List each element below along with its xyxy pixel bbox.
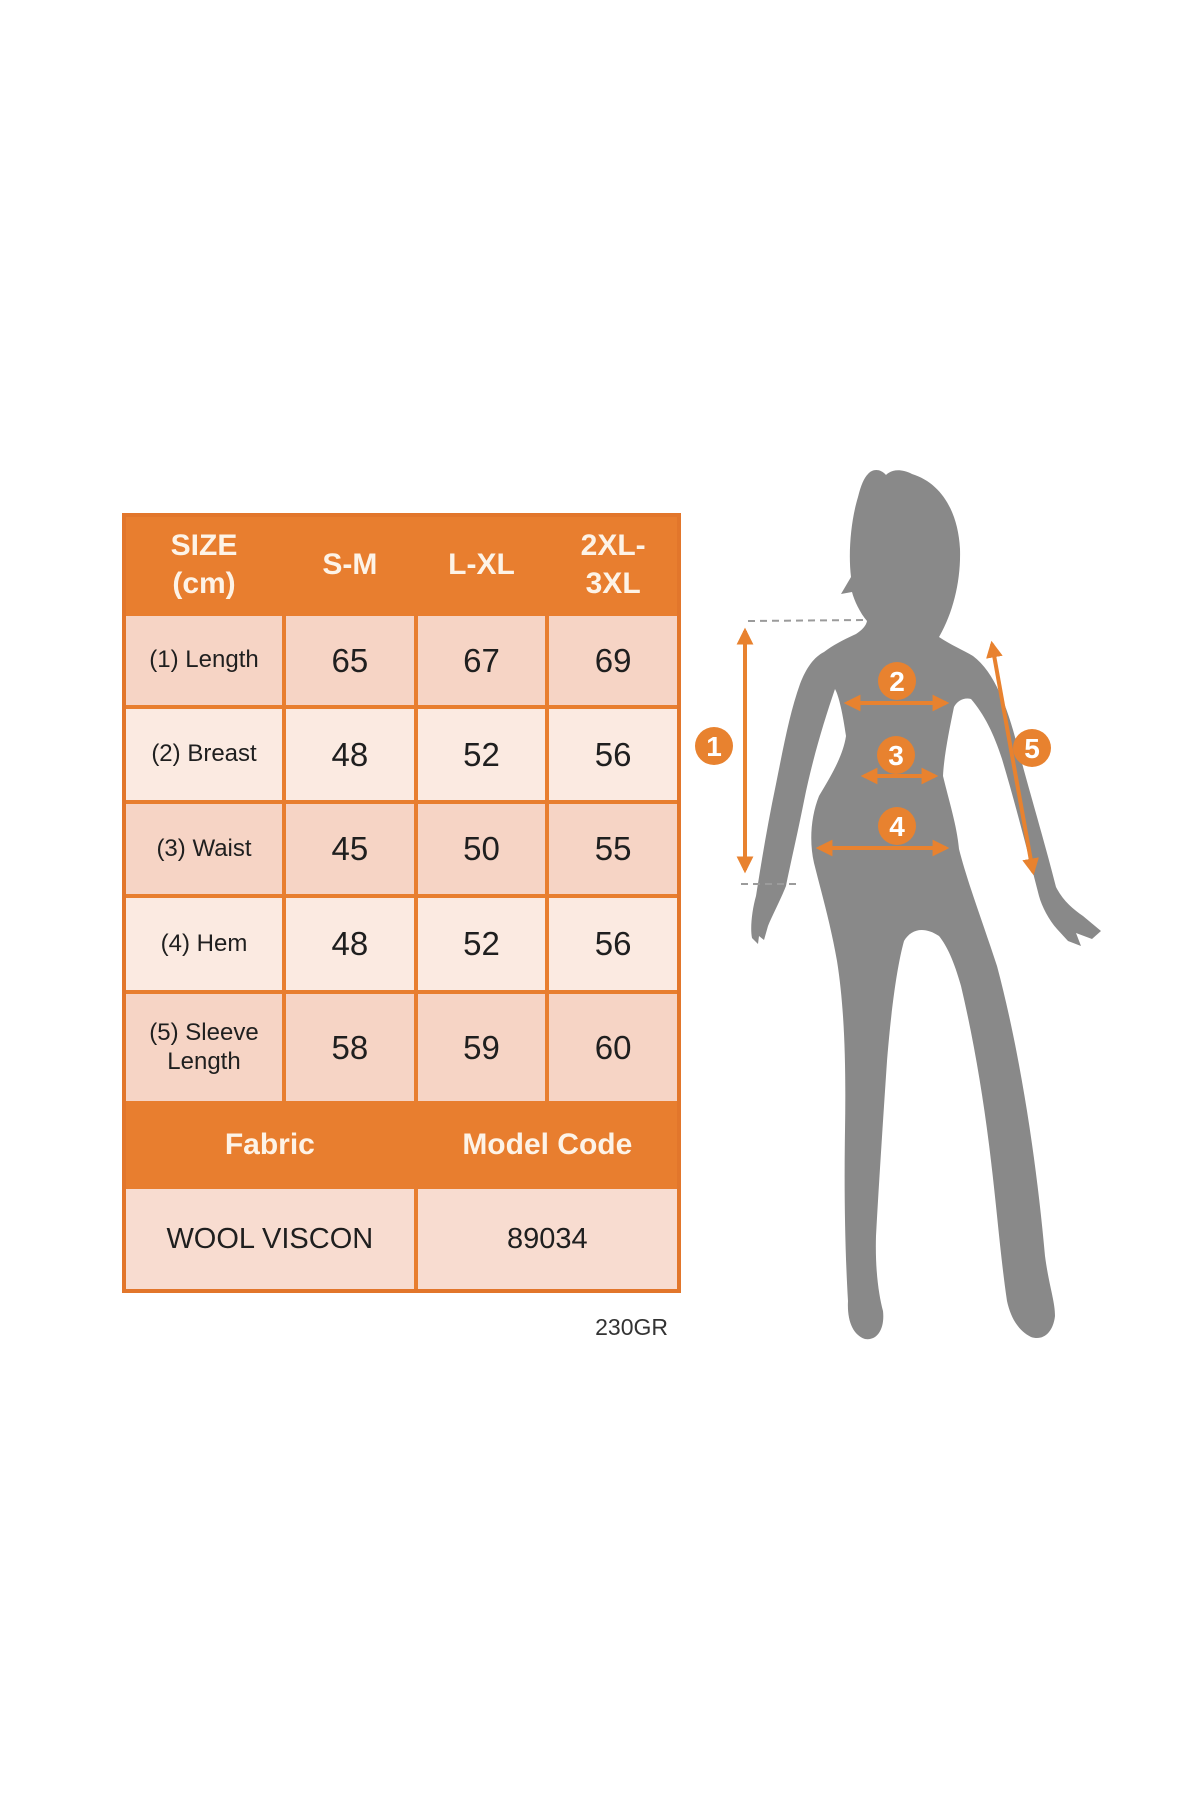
measurement-value: 59	[417, 994, 546, 1101]
svg-text:3: 3	[888, 740, 904, 771]
model-code-value: 89034	[417, 1189, 677, 1289]
svg-text:2: 2	[889, 666, 905, 697]
measurement-value: 60	[549, 994, 677, 1101]
measurement-label-length: (1) Length	[126, 616, 282, 705]
marker-circle-4: 4	[878, 807, 916, 845]
marker-circle-5: 5	[1013, 729, 1051, 767]
measurement-value: 69	[549, 616, 677, 705]
size-unit-header: SIZE (cm)	[126, 517, 282, 612]
marker-circle-3: 3	[877, 736, 915, 774]
svg-text:4: 4	[889, 811, 905, 842]
fabric-value: WOOL VISCON	[126, 1189, 414, 1289]
marker-circle-1: 1	[695, 727, 733, 765]
sleeve-arrow	[986, 640, 1039, 876]
measurement-value: 55	[549, 804, 677, 894]
weight-note: 230GR	[595, 1314, 668, 1340]
measurement-value: 45	[286, 804, 414, 894]
size-col-s-m: S-M	[286, 517, 414, 612]
measurement-label-sleeve-length: (5) Sleeve Length	[126, 994, 282, 1101]
measurement-value: 67	[417, 616, 546, 705]
fabric-header: Fabric	[126, 1105, 414, 1185]
measurement-label-hem: (4) Hem	[126, 898, 282, 990]
measurement-value: 58	[286, 994, 414, 1101]
measurement-label-breast: (2) Breast	[126, 709, 282, 800]
size-col-l-xl: L-XL	[417, 517, 546, 612]
measurement-value: 56	[549, 898, 677, 990]
measurement-value: 65	[286, 616, 414, 705]
measurement-value: 56	[549, 709, 677, 800]
measurement-value: 52	[417, 898, 546, 990]
size-col-2xl-3xl: 2XL- 3XL	[549, 517, 677, 612]
female-silhouette	[751, 470, 1101, 1340]
measurement-value: 52	[417, 709, 546, 800]
size-table: SIZE (cm) S-M L-XL 2XL- 3XL (1) Length 6…	[122, 513, 681, 1293]
svg-text:1: 1	[706, 731, 722, 762]
measurement-value: 48	[286, 898, 414, 990]
svg-text:5: 5	[1024, 733, 1040, 764]
measurement-value: 50	[417, 804, 546, 894]
marker-circle-2: 2	[878, 662, 916, 700]
measurement-label-waist: (3) Waist	[126, 804, 282, 894]
measurement-value: 48	[286, 709, 414, 800]
shoulder-dashed-line	[747, 619, 867, 622]
model-code-header: Model Code	[417, 1105, 677, 1185]
